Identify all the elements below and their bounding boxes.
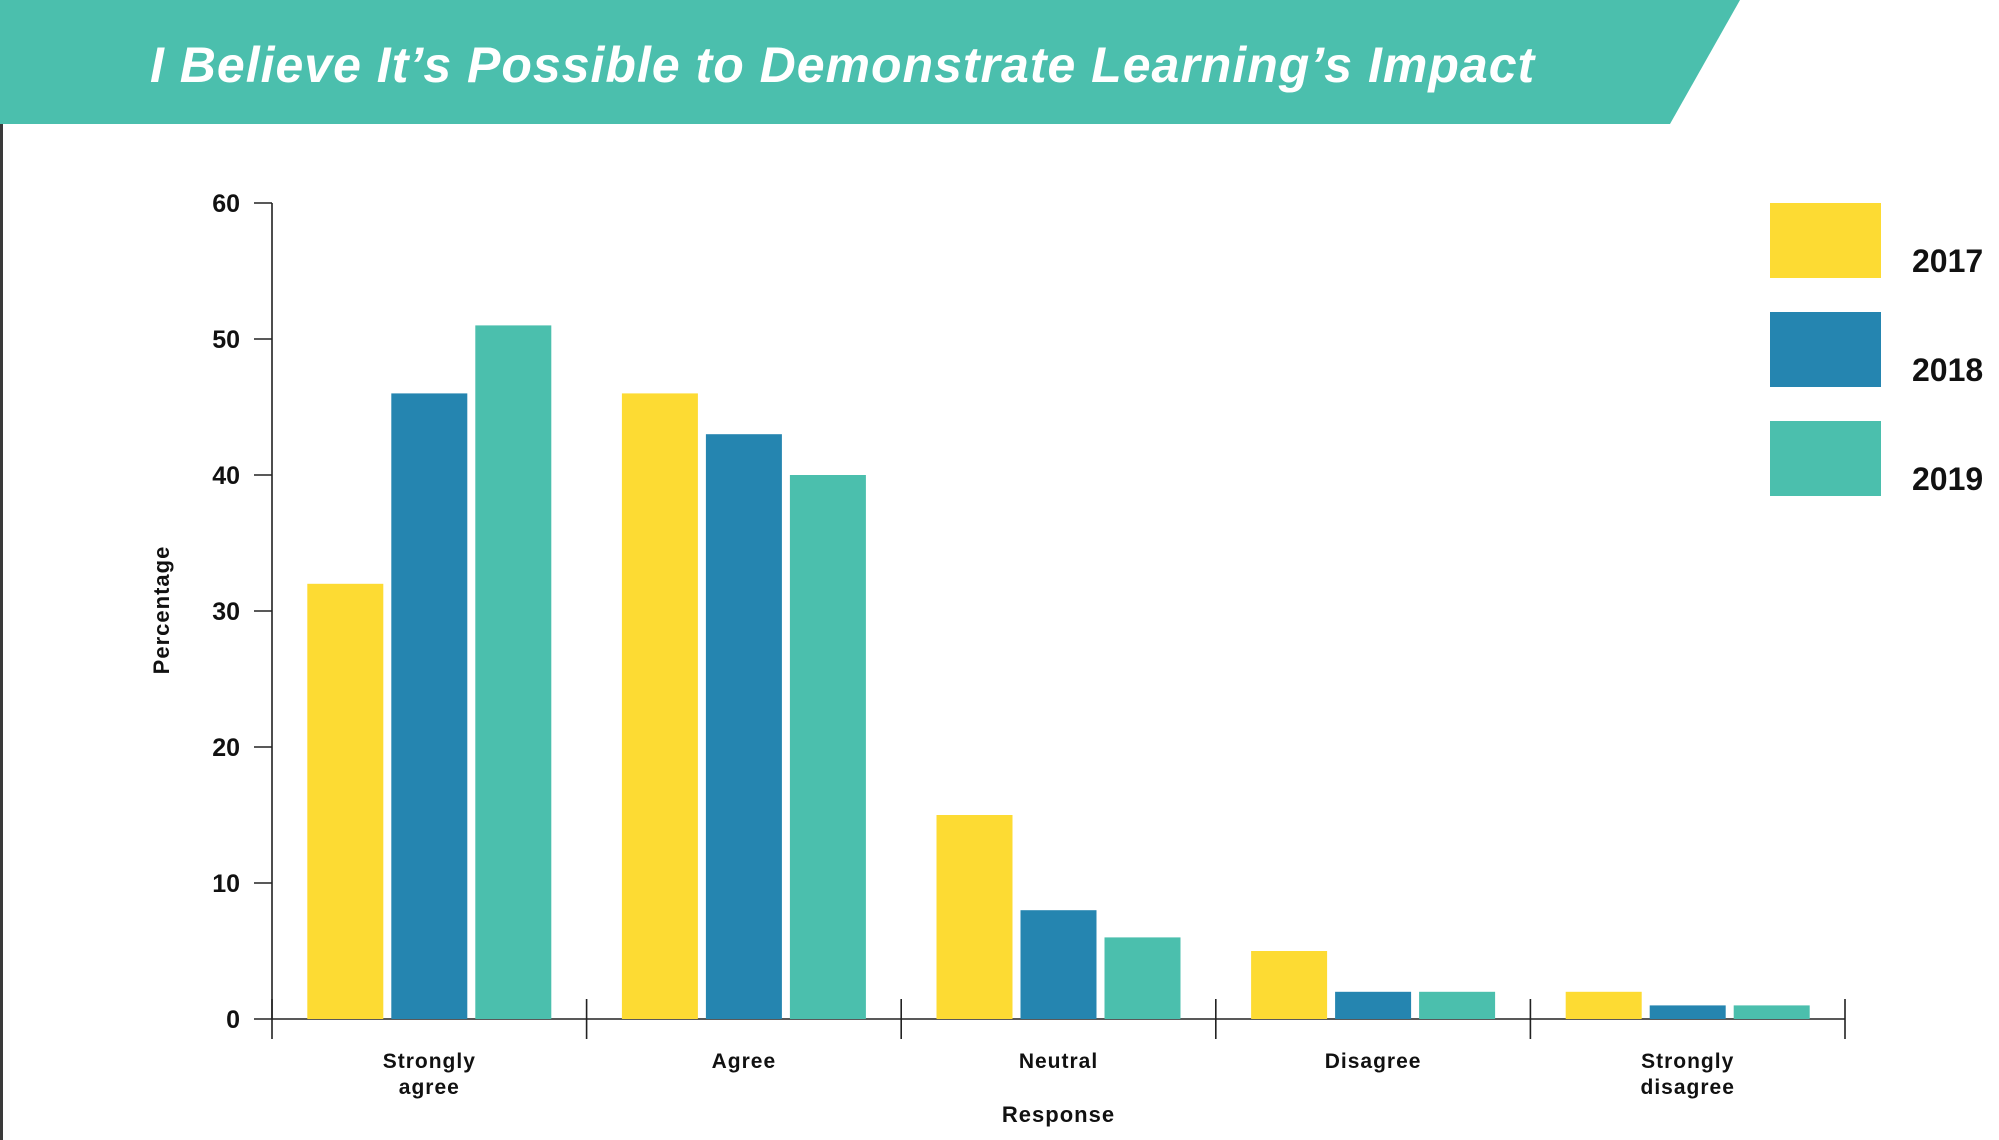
bar-2019 bbox=[789, 475, 866, 1019]
x-category-label: Neutral bbox=[1019, 1050, 1098, 1073]
title-banner: I Believe It’s Possible to Demonstrate L… bbox=[0, 0, 1740, 124]
x-category-label: Strongly agree bbox=[383, 1050, 476, 1099]
bar-2017 bbox=[1565, 991, 1642, 1019]
y-tick-label: 0 bbox=[226, 1006, 240, 1034]
y-axis-labels: 0 10 20 30 40 50 60 bbox=[212, 190, 240, 1034]
bar-2019 bbox=[1733, 1005, 1810, 1019]
legend-label-2018: 2018 bbox=[1912, 352, 1983, 388]
title-banner-shape bbox=[0, 0, 1740, 124]
x-axis-title: Response bbox=[1002, 1102, 1115, 1127]
x-category-label: Strongly disagree bbox=[1641, 1050, 1735, 1099]
page-left-border bbox=[0, 0, 3, 1140]
legend-swatch-2018 bbox=[1770, 312, 1881, 387]
bar-2018 bbox=[1649, 1005, 1726, 1019]
bar-2018 bbox=[391, 393, 468, 1019]
bar-2018 bbox=[1020, 910, 1097, 1019]
bar-2019 bbox=[1104, 937, 1181, 1019]
y-tick-label: 20 bbox=[212, 734, 240, 762]
chart-title: I Believe It’s Possible to Demonstrate L… bbox=[150, 37, 1537, 93]
legend-label-2017: 2017 bbox=[1912, 243, 1983, 279]
bar-2019 bbox=[1419, 991, 1496, 1019]
y-tick-label: 40 bbox=[212, 462, 240, 490]
legend-label-2019: 2019 bbox=[1912, 461, 1983, 497]
y-axis-title: Percentage bbox=[149, 546, 174, 675]
x-category-label: Agree bbox=[712, 1050, 777, 1073]
legend-swatch-2017 bbox=[1770, 203, 1881, 278]
x-axis-labels: Strongly agree Agree Neutral Disagree Strongl… bbox=[383, 1050, 1735, 1099]
y-tick-label: 60 bbox=[212, 190, 240, 218]
chart-bars bbox=[307, 325, 1810, 1019]
bar-2017 bbox=[307, 583, 384, 1019]
bar-2018 bbox=[1335, 991, 1412, 1019]
legend-swatch-2019 bbox=[1770, 421, 1881, 496]
y-tick-label: 50 bbox=[212, 326, 240, 354]
bar-2017 bbox=[936, 815, 1013, 1019]
legend: 2017 2018 2019 bbox=[1770, 203, 1983, 497]
bar-2018 bbox=[705, 434, 782, 1019]
bar-2019 bbox=[475, 325, 552, 1019]
bar-2017 bbox=[621, 393, 698, 1019]
y-tick-label: 30 bbox=[212, 598, 240, 626]
bar-2017 bbox=[1251, 951, 1328, 1019]
y-tick-label: 10 bbox=[212, 870, 240, 898]
x-category-label: Disagree bbox=[1325, 1050, 1422, 1073]
